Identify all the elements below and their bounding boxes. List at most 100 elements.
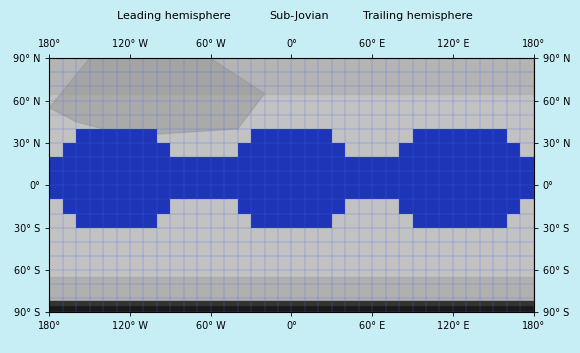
Bar xyxy=(117,129,130,143)
Bar xyxy=(466,199,480,214)
Bar xyxy=(90,143,103,157)
Bar xyxy=(238,171,251,185)
Bar xyxy=(90,171,103,185)
Text: Trailing hemisphere: Trailing hemisphere xyxy=(362,11,473,20)
Bar xyxy=(426,143,440,157)
Bar xyxy=(318,214,332,228)
Bar xyxy=(440,214,453,228)
Bar xyxy=(130,185,143,199)
Bar xyxy=(440,199,453,214)
Bar xyxy=(63,199,76,214)
Bar xyxy=(49,171,63,185)
Bar xyxy=(157,157,171,171)
Bar xyxy=(507,185,520,199)
Bar xyxy=(49,277,534,312)
Text: Sub-Jovian: Sub-Jovian xyxy=(269,11,328,20)
Bar xyxy=(453,157,466,171)
Bar xyxy=(345,171,358,185)
Bar xyxy=(264,129,278,143)
Bar xyxy=(480,199,493,214)
Bar xyxy=(157,143,171,157)
Bar xyxy=(291,199,305,214)
Bar xyxy=(440,157,453,171)
Bar xyxy=(103,143,117,157)
Bar xyxy=(291,129,305,143)
Bar xyxy=(453,143,466,157)
Bar xyxy=(412,199,426,214)
Bar xyxy=(264,185,278,199)
Bar xyxy=(372,185,386,199)
Bar xyxy=(291,143,305,157)
Bar xyxy=(480,129,493,143)
Bar xyxy=(103,199,117,214)
Bar xyxy=(184,157,197,171)
Bar xyxy=(386,157,399,171)
Bar xyxy=(143,185,157,199)
Bar xyxy=(412,129,426,143)
Bar xyxy=(412,214,426,228)
Bar xyxy=(103,185,117,199)
Bar xyxy=(76,185,90,199)
Bar xyxy=(184,185,197,199)
Bar xyxy=(251,199,264,214)
Bar xyxy=(211,157,224,171)
Bar xyxy=(372,157,386,171)
Bar xyxy=(157,171,171,185)
Bar xyxy=(332,185,345,199)
Bar xyxy=(49,58,534,312)
Bar xyxy=(130,157,143,171)
Bar xyxy=(426,199,440,214)
Bar xyxy=(399,199,412,214)
Bar xyxy=(63,157,76,171)
Bar xyxy=(440,171,453,185)
Bar xyxy=(143,214,157,228)
Bar xyxy=(305,171,318,185)
Bar xyxy=(358,157,372,171)
Bar xyxy=(278,185,291,199)
Bar xyxy=(493,129,507,143)
Bar xyxy=(358,185,372,199)
Bar xyxy=(453,129,466,143)
Bar xyxy=(90,185,103,199)
Polygon shape xyxy=(49,58,264,136)
Bar xyxy=(130,143,143,157)
Bar xyxy=(453,171,466,185)
Bar xyxy=(440,143,453,157)
Bar xyxy=(63,185,76,199)
Bar xyxy=(130,129,143,143)
Bar xyxy=(332,199,345,214)
Bar xyxy=(238,143,251,157)
Bar xyxy=(238,199,251,214)
Bar xyxy=(399,157,412,171)
Bar xyxy=(264,214,278,228)
Bar xyxy=(197,157,211,171)
Bar xyxy=(49,305,534,312)
Bar xyxy=(480,214,493,228)
Bar xyxy=(291,171,305,185)
Bar xyxy=(264,157,278,171)
Bar xyxy=(63,171,76,185)
Bar xyxy=(264,143,278,157)
Bar xyxy=(291,214,305,228)
Bar xyxy=(305,143,318,157)
Bar xyxy=(507,171,520,185)
Bar xyxy=(291,157,305,171)
Bar xyxy=(264,199,278,214)
Bar xyxy=(332,171,345,185)
Bar xyxy=(251,143,264,157)
Bar xyxy=(426,157,440,171)
Bar xyxy=(49,58,534,94)
Bar xyxy=(184,171,197,185)
Bar xyxy=(466,129,480,143)
Bar xyxy=(278,157,291,171)
Bar xyxy=(197,171,211,185)
Bar xyxy=(520,171,534,185)
Bar xyxy=(251,185,264,199)
Bar xyxy=(103,129,117,143)
Bar xyxy=(76,199,90,214)
Bar xyxy=(345,185,358,199)
Bar xyxy=(90,214,103,228)
Bar xyxy=(507,199,520,214)
Bar xyxy=(493,214,507,228)
Bar xyxy=(103,171,117,185)
